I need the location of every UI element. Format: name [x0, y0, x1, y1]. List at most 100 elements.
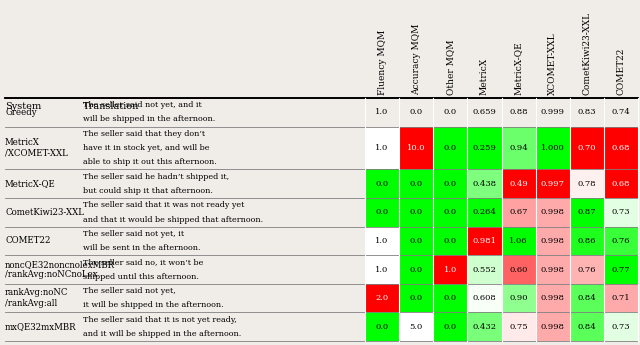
Text: 0.88: 0.88: [509, 108, 528, 116]
Text: 0.83: 0.83: [577, 108, 596, 116]
Bar: [536, 313, 570, 341]
Text: The seller said that it was not ready yet: The seller said that it was not ready ye…: [83, 201, 244, 209]
Text: CometKiwi23-XXL: CometKiwi23-XXL: [582, 12, 591, 95]
Bar: [570, 313, 604, 341]
Bar: [570, 255, 604, 284]
Bar: [536, 284, 570, 313]
Text: MetricX-QE: MetricX-QE: [514, 41, 523, 95]
Text: 0.94: 0.94: [509, 144, 528, 152]
Bar: [399, 127, 433, 169]
Bar: [365, 227, 399, 255]
Text: MetricX: MetricX: [480, 58, 489, 95]
Text: 0.659: 0.659: [472, 108, 497, 116]
Text: and it will be shipped in the afternoon.: and it will be shipped in the afternoon.: [83, 330, 241, 338]
Bar: [433, 313, 467, 341]
Text: 2.0: 2.0: [376, 294, 388, 302]
Bar: [604, 127, 638, 169]
Text: 0.998: 0.998: [541, 294, 564, 302]
Text: 0.608: 0.608: [472, 294, 496, 302]
Bar: [570, 198, 604, 227]
Text: 0.0: 0.0: [444, 144, 457, 152]
Text: 0.77: 0.77: [612, 266, 630, 274]
Text: Translation: Translation: [83, 102, 140, 111]
Text: The seller said not yet,: The seller said not yet,: [83, 287, 176, 295]
Text: 0.432: 0.432: [472, 323, 497, 331]
Text: 0.67: 0.67: [509, 208, 528, 216]
Bar: [365, 169, 399, 198]
Bar: [433, 198, 467, 227]
Text: 0.70: 0.70: [577, 144, 596, 152]
Text: 1.0: 1.0: [376, 237, 388, 245]
Text: The seller said that it is not yet ready,: The seller said that it is not yet ready…: [83, 316, 237, 324]
Text: mxQE32mxMBR: mxQE32mxMBR: [5, 322, 77, 331]
Bar: [604, 255, 638, 284]
Text: 0.73: 0.73: [612, 323, 630, 331]
Bar: [536, 169, 570, 198]
Text: 0.68: 0.68: [612, 144, 630, 152]
Bar: [536, 255, 570, 284]
Text: 0.438: 0.438: [472, 180, 497, 188]
Text: 0.84: 0.84: [577, 323, 596, 331]
Bar: [467, 284, 502, 313]
Text: 0.0: 0.0: [444, 208, 457, 216]
Bar: [433, 127, 467, 169]
Bar: [536, 227, 570, 255]
Bar: [433, 169, 467, 198]
Text: 1.0: 1.0: [376, 144, 388, 152]
Text: Greedy: Greedy: [5, 108, 36, 117]
Text: 0.86: 0.86: [577, 237, 596, 245]
Text: 0.74: 0.74: [612, 108, 630, 116]
Bar: [433, 255, 467, 284]
Bar: [467, 198, 502, 227]
Text: 1.0: 1.0: [376, 108, 388, 116]
Bar: [433, 284, 467, 313]
Text: 0.49: 0.49: [509, 180, 528, 188]
Bar: [467, 255, 502, 284]
Text: 0.0: 0.0: [410, 266, 423, 274]
Text: 0.0: 0.0: [376, 208, 388, 216]
Bar: [502, 169, 536, 198]
Text: will be sent in the afternoon.: will be sent in the afternoon.: [83, 244, 200, 252]
Text: 0.78: 0.78: [577, 180, 596, 188]
Text: 0.87: 0.87: [577, 208, 596, 216]
Bar: [502, 313, 536, 341]
Bar: [604, 313, 638, 341]
Text: 0.0: 0.0: [376, 323, 388, 331]
Text: 0.68: 0.68: [612, 180, 630, 188]
Bar: [467, 227, 502, 255]
Bar: [399, 198, 433, 227]
Text: 0.0: 0.0: [410, 294, 423, 302]
Text: 0.0: 0.0: [444, 108, 457, 116]
Bar: [502, 227, 536, 255]
Text: 10.0: 10.0: [407, 144, 426, 152]
Text: 0.90: 0.90: [509, 294, 528, 302]
Bar: [604, 169, 638, 198]
Bar: [365, 255, 399, 284]
Bar: [433, 227, 467, 255]
Text: 0.0: 0.0: [376, 180, 388, 188]
Text: able to ship it out this afternoon.: able to ship it out this afternoon.: [83, 158, 217, 166]
Text: 0.981: 0.981: [472, 237, 497, 245]
Text: 0.998: 0.998: [541, 266, 564, 274]
Text: The seller said not yet, it: The seller said not yet, it: [83, 230, 184, 238]
Bar: [365, 198, 399, 227]
Bar: [536, 127, 570, 169]
Text: Accuracy MQM: Accuracy MQM: [412, 23, 420, 95]
Text: 0.73: 0.73: [612, 208, 630, 216]
Text: 0.0: 0.0: [444, 323, 457, 331]
Text: 1.000: 1.000: [541, 144, 564, 152]
Text: 0.0: 0.0: [444, 180, 457, 188]
Text: 0.0: 0.0: [410, 108, 423, 116]
Text: 0.76: 0.76: [612, 237, 630, 245]
Text: shipped until this afternoon.: shipped until this afternoon.: [83, 273, 199, 281]
Bar: [399, 255, 433, 284]
Bar: [536, 198, 570, 227]
Bar: [467, 169, 502, 198]
Text: 0.998: 0.998: [541, 208, 564, 216]
Bar: [502, 255, 536, 284]
Text: 0.76: 0.76: [577, 266, 596, 274]
Text: 0.264: 0.264: [472, 208, 497, 216]
Bar: [502, 284, 536, 313]
Text: MetricX
/XCOMET-XXL: MetricX /XCOMET-XXL: [5, 138, 68, 158]
Text: The seller said he hadn’t shipped it,: The seller said he hadn’t shipped it,: [83, 172, 229, 181]
